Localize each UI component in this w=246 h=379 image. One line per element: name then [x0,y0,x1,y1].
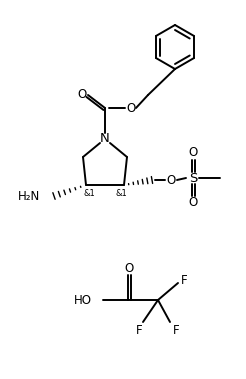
Text: O: O [124,262,134,274]
Text: F: F [136,324,142,337]
Text: F: F [173,324,179,337]
Text: N: N [100,133,110,146]
Text: S: S [189,172,197,185]
Text: O: O [188,147,198,160]
Text: HO: HO [74,293,92,307]
Text: O: O [166,174,176,186]
Text: H₂N: H₂N [18,190,40,202]
Text: O: O [77,88,87,100]
Text: O: O [188,196,198,210]
Text: &1: &1 [115,188,127,197]
Text: O: O [126,102,136,114]
Text: F: F [181,274,187,288]
Text: &1: &1 [83,188,95,197]
